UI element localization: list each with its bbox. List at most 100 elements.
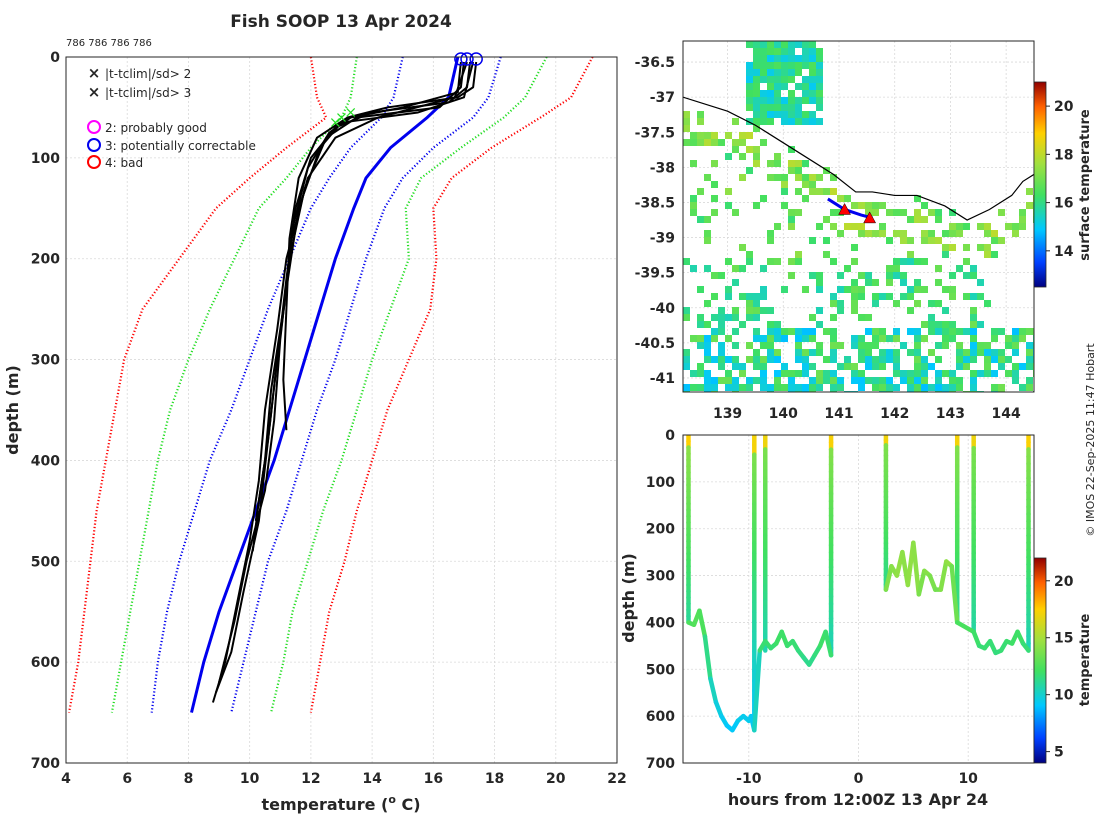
sst-pixel [774, 328, 781, 335]
profile-axis-ticks: 4 6 8 10 12 14 16 18 20 22 0 100 200 300 400 500 600 700 [31, 50, 627, 787]
sst-pixel [1019, 335, 1026, 342]
sst-pixel [788, 223, 795, 230]
sst-pixel [753, 335, 760, 342]
sst-pixel [984, 356, 991, 363]
sst-pixel [858, 314, 865, 321]
sst-pixel [865, 279, 872, 286]
sst-pixel [767, 104, 774, 111]
sst-pixel [858, 384, 865, 391]
time-y-tick-label: 200 [646, 522, 675, 538]
sst-pixel [781, 370, 788, 377]
sst-pixel [802, 83, 809, 90]
sst-pixel [760, 342, 767, 349]
climatology-plus3sd [309, 57, 594, 713]
sd2-flag-marker [337, 113, 346, 122]
sst-pixel [704, 216, 711, 223]
sst-pixel [774, 62, 781, 69]
sst-pixel [809, 363, 816, 370]
sst-pixel [760, 139, 767, 146]
sst-pixel [788, 90, 795, 97]
sst-pixel [935, 370, 942, 377]
y-tick-label: 200 [31, 252, 60, 268]
sst-pixel [767, 321, 774, 328]
sst-pixel [928, 230, 935, 237]
legend-label-flag2: 2: probably good [105, 121, 207, 135]
sst-pixel [781, 41, 788, 48]
sst-pixel [991, 335, 998, 342]
bottom-trace-segment [1020, 641, 1031, 653]
sst-pixel [683, 314, 690, 321]
sst-pixel [1005, 223, 1012, 230]
sst-pixel [830, 293, 837, 300]
sst-pixel [886, 293, 893, 300]
sst-pixel [1019, 328, 1026, 335]
sst-pixel [816, 286, 823, 293]
sst-pixel [795, 342, 802, 349]
sst-pixel [746, 293, 753, 300]
sst-pixel [760, 62, 767, 69]
bottom-trace-segment [702, 634, 713, 681]
sst-pixel [816, 321, 823, 328]
x-tick-label: 20 [546, 771, 566, 787]
sst-pixel [949, 286, 956, 293]
sst-pixel [746, 83, 753, 90]
sst-pixel [928, 328, 935, 335]
bottom-trace-segment [938, 559, 949, 592]
sst-pixel [851, 335, 858, 342]
x-tick-label: 22 [607, 771, 626, 787]
sst-pixel [886, 279, 893, 286]
sst-pixel [935, 216, 942, 223]
sst-pixel [746, 307, 753, 314]
sst-pixel [746, 97, 753, 104]
sst-pixel [753, 48, 760, 55]
sst-pixel [802, 335, 809, 342]
sst-pixel [921, 286, 928, 293]
sst-pixel [914, 342, 921, 349]
sst-pixel [970, 349, 977, 356]
sst-pixel [837, 363, 844, 370]
bottom-trace-segment [927, 573, 938, 592]
sst-pixel [914, 216, 921, 223]
sst-pixel [823, 328, 830, 335]
sst-pixel [781, 48, 788, 55]
sst-pixel [893, 384, 900, 391]
legend-marker-sd2: × [88, 64, 101, 82]
sst-pixel [795, 251, 802, 258]
sst-pixel [893, 363, 900, 370]
y-tick-label: 400 [31, 453, 60, 469]
sst-pixel [732, 146, 739, 153]
sst-pixel [718, 307, 725, 314]
sst-pixel [956, 363, 963, 370]
sst-pixel [816, 307, 823, 314]
sst-pixel [879, 356, 886, 363]
sst-pixel [704, 230, 711, 237]
sst-pixel [774, 90, 781, 97]
sst-pixel [879, 293, 886, 300]
sst-pixel [956, 349, 963, 356]
sst-pixel [788, 167, 795, 174]
sst-pixel [914, 195, 921, 202]
sst-pixel [711, 314, 718, 321]
sst-pixel [886, 349, 893, 356]
sst-pixel [697, 342, 704, 349]
sst-pixel [809, 181, 816, 188]
sst-pixel [767, 90, 774, 97]
sst-pixel [753, 41, 760, 48]
sst-pixel [865, 272, 872, 279]
sst-pixel [725, 286, 732, 293]
sst-pixel [977, 223, 984, 230]
sst-pixel [984, 342, 991, 349]
sst-pixel [907, 251, 914, 258]
sst-pixel [914, 384, 921, 391]
sst-pixel [725, 370, 732, 377]
sst-pixel [949, 223, 956, 230]
sst-pixel [914, 370, 921, 377]
sst-pixel [781, 174, 788, 181]
sst-pixel [753, 111, 760, 118]
sst-pixel [851, 370, 858, 377]
bottom-trace-segment [697, 608, 708, 639]
sst-pixel [781, 181, 788, 188]
sst-pixel [872, 335, 879, 342]
sst-pixel [753, 377, 760, 384]
